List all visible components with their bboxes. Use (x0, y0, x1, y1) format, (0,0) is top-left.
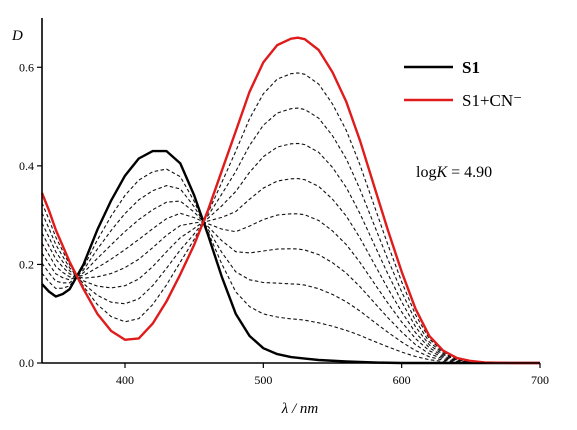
titration-curve-6 (41, 142, 540, 364)
series-s1-cn-line (40, 36, 540, 365)
curves-group (40, 36, 540, 365)
y-axis-ticks: 0.0 0.2 0.4 0.6 (19, 60, 42, 370)
annotation-suffix: = 4.90 (447, 164, 492, 181)
x-tick-label: 700 (531, 373, 549, 387)
y-tick-label: 0.6 (19, 60, 34, 74)
x-axis-ticks: 400 500 600 700 (116, 363, 549, 387)
x-tick-label: 600 (393, 373, 411, 387)
plot-area: 400 500 600 700 0.0 0.2 0.4 0.6 (19, 18, 549, 387)
annotation-prefix: log (416, 164, 436, 181)
titration-curve-3 (41, 200, 540, 364)
legend: S1 S1+CN⁻ (404, 58, 522, 110)
x-tick-label: 400 (116, 373, 134, 387)
x-axis-title: λ / nm (281, 401, 319, 417)
x-tick-label: 500 (254, 373, 272, 387)
annotation-italic: K (435, 164, 448, 181)
titration-curve-4 (41, 212, 540, 364)
binding-constant-annotation: logK = 4.90 (416, 164, 492, 181)
titration-curve-7 (41, 107, 540, 364)
titration-curve-5 (41, 178, 540, 364)
y-axis-title: D (11, 28, 23, 44)
titration-curve-2 (41, 185, 540, 364)
y-tick-label: 0.2 (19, 257, 34, 271)
titration-curve-8 (41, 72, 540, 364)
series-s1-line (41, 149, 540, 365)
y-tick-label: 0.0 (19, 356, 34, 370)
legend-label-s1-cn: S1+CN⁻ (462, 91, 522, 110)
legend-label-s1: S1 (462, 58, 480, 77)
y-tick-label: 0.4 (19, 159, 34, 173)
